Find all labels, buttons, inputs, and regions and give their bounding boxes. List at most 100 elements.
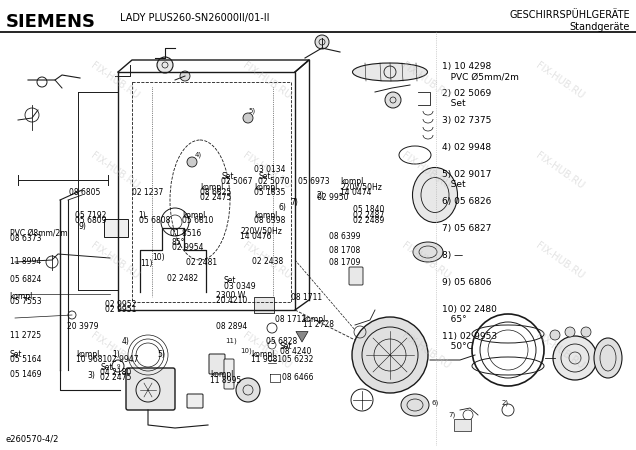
Text: 11 8995: 11 8995 [210,376,241,385]
Text: 2): 2) [317,191,324,200]
Text: FIX-HUB.RU: FIX-HUB.RU [400,241,452,281]
Text: FIX-HUB.RU: FIX-HUB.RU [534,151,586,191]
Text: 4) 02 9948: 4) 02 9948 [442,143,491,152]
FancyBboxPatch shape [224,359,234,389]
Ellipse shape [413,167,457,222]
Circle shape [565,327,575,337]
FancyBboxPatch shape [104,219,128,237]
Text: 8) —: 8) — [442,251,463,260]
Text: 10 9681: 10 9681 [76,356,107,364]
Text: 08 1709: 08 1709 [329,258,361,267]
Text: 02 2475: 02 2475 [100,374,132,382]
Text: 4): 4) [122,337,130,346]
Text: kompl.: kompl. [200,183,226,192]
Text: kompl.: kompl. [210,370,235,379]
Text: 7): 7) [448,412,455,418]
Text: FIX-HUB.RU: FIX-HUB.RU [241,151,293,191]
Text: 08 6466: 08 6466 [282,373,314,382]
Text: 02 9950: 02 9950 [317,194,349,202]
Text: Set: Set [100,363,113,372]
Text: 7): 7) [290,198,298,207]
Text: 02 5070: 02 5070 [258,177,290,186]
Text: 3) 02 7375: 3) 02 7375 [442,116,492,125]
Text: 08 2894: 08 2894 [216,322,247,331]
Text: 01 8516: 01 8516 [170,230,202,238]
Text: 05 7192: 05 7192 [75,211,106,220]
Ellipse shape [594,338,622,378]
Text: 08 6399: 08 6399 [329,232,361,241]
Text: 1): 1) [139,211,146,220]
Text: Set: Set [280,342,293,351]
Text: 11 2728: 11 2728 [303,320,334,329]
Text: Set: Set [442,99,466,108]
Text: 08 6825: 08 6825 [200,188,232,197]
Circle shape [187,157,197,167]
Text: e260570-4/2: e260570-4/2 [6,434,59,443]
Text: 9): 9) [79,222,86,231]
Circle shape [315,35,329,49]
Text: 05 6828: 05 6828 [266,337,297,346]
FancyBboxPatch shape [454,419,471,431]
Text: 5): 5) [248,108,255,114]
Text: 08 6398: 08 6398 [254,216,286,225]
Text: 02 5067: 02 5067 [221,177,253,186]
Text: kompl.: kompl. [254,211,280,220]
Text: 220V/50Hz: 220V/50Hz [340,183,382,192]
Ellipse shape [413,242,443,262]
Text: FIX-HUB.RU: FIX-HUB.RU [88,61,141,101]
Text: 08 6805: 08 6805 [69,188,100,197]
Text: Standgeräte: Standgeräte [570,22,630,32]
Text: 11 2725: 11 2725 [10,331,41,340]
Text: 08 4240: 08 4240 [280,347,311,356]
Text: 20 4210: 20 4210 [216,296,247,305]
Text: 02 2487: 02 2487 [353,211,384,220]
Text: 02 2482: 02 2482 [167,274,198,283]
Text: 05 5164: 05 5164 [10,356,41,364]
FancyBboxPatch shape [254,297,274,313]
Text: 9) 05 6806: 9) 05 6806 [442,278,492,287]
Circle shape [352,317,428,393]
Text: 4): 4) [195,152,202,158]
Text: kompl.: kompl. [254,183,280,192]
Text: kompl.: kompl. [10,292,35,301]
Text: FIX-HUB.RU: FIX-HUB.RU [534,331,586,371]
Text: kompl.: kompl. [303,315,328,324]
Circle shape [550,330,560,340]
Text: 7) 05 6827: 7) 05 6827 [442,224,492,233]
Text: 05 6809: 05 6809 [75,216,107,225]
Text: FIX-HUB.RU: FIX-HUB.RU [88,151,141,191]
Text: 6): 6) [279,203,286,212]
Circle shape [236,378,260,402]
Text: 5) 02 9017: 5) 02 9017 [442,170,492,179]
Text: 14 0476: 14 0476 [240,232,272,241]
Text: 11 9081: 11 9081 [251,356,282,364]
Text: PVC Ø5mm/2m: PVC Ø5mm/2m [442,72,519,81]
Circle shape [157,57,173,73]
Text: 11) 02 9953: 11) 02 9953 [442,332,497,341]
Text: 02 2438: 02 2438 [252,257,284,266]
Text: 1) 10 4298: 1) 10 4298 [442,62,491,71]
Text: LADY PLUS260-SN26000II/01-II: LADY PLUS260-SN26000II/01-II [120,13,270,23]
FancyBboxPatch shape [209,354,225,374]
Ellipse shape [401,394,429,416]
FancyBboxPatch shape [187,394,203,408]
Text: 04 2180: 04 2180 [100,368,132,377]
Text: 02 2481: 02 2481 [186,258,217,267]
Text: 08 1708: 08 1708 [329,246,361,255]
Text: kompl.: kompl. [182,211,207,220]
Text: GESCHIRRSPÜHLGERÄTE: GESCHIRRSPÜHLGERÄTE [509,10,630,20]
Text: 05 6232: 05 6232 [282,356,314,364]
Text: 2): 2) [502,400,509,406]
Text: 14 0474: 14 0474 [340,188,372,197]
Text: FIX-HUB.RU: FIX-HUB.RU [241,331,293,371]
Text: 5): 5) [158,350,165,359]
Text: 11 8994: 11 8994 [10,257,41,266]
Text: 08 1712: 08 1712 [275,315,306,324]
Circle shape [180,71,190,81]
Text: 02 2489: 02 2489 [353,216,384,225]
Text: 10) 02 2480: 10) 02 2480 [442,305,497,314]
FancyBboxPatch shape [349,267,363,285]
Text: 05 1469: 05 1469 [10,370,41,379]
Circle shape [385,92,401,108]
Text: Set: Set [224,276,237,285]
